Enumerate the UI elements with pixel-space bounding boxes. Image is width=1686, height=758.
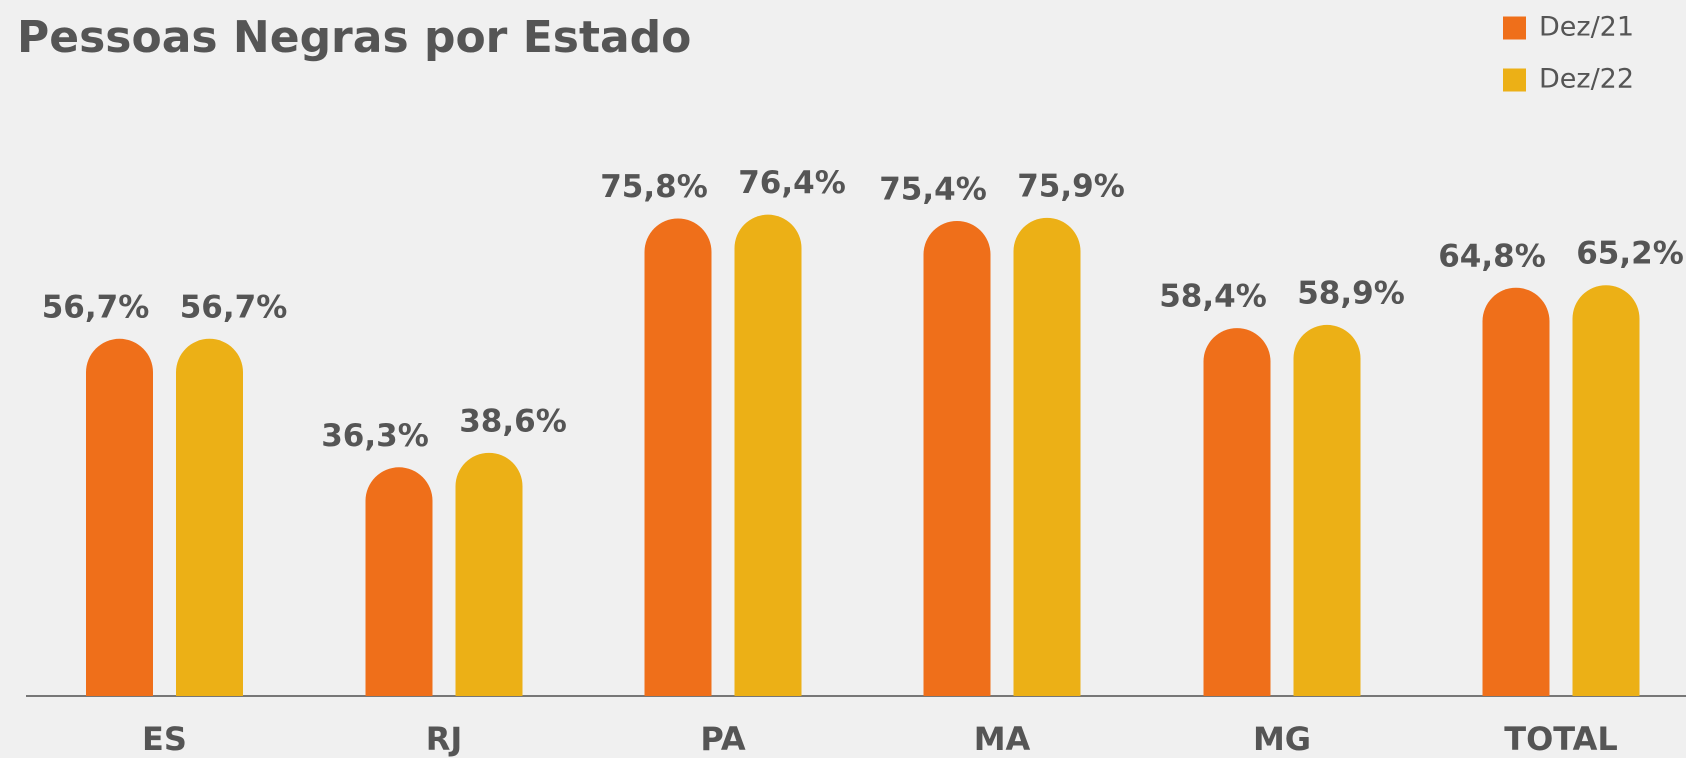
bar bbox=[1293, 324, 1361, 696]
data-label: 75,8% bbox=[600, 169, 708, 205]
legend-swatch bbox=[1503, 68, 1526, 92]
bar bbox=[365, 467, 433, 696]
bar bbox=[734, 214, 802, 696]
data-label: 58,4% bbox=[1159, 279, 1267, 315]
bar bbox=[176, 338, 243, 696]
bar bbox=[86, 338, 153, 696]
bar bbox=[923, 220, 991, 696]
x-tick-label: RJ bbox=[426, 720, 463, 758]
data-label: 58,9% bbox=[1297, 275, 1405, 311]
data-label: 64,8% bbox=[1438, 238, 1546, 274]
data-label: 56,7% bbox=[42, 289, 150, 325]
data-label: 56,7% bbox=[180, 289, 288, 325]
x-tick-label: MG bbox=[1253, 720, 1311, 758]
bar bbox=[1572, 285, 1640, 696]
x-tick-label: PA bbox=[700, 720, 746, 758]
bar bbox=[1203, 328, 1271, 696]
x-tick-label: ES bbox=[142, 720, 187, 758]
bar bbox=[455, 452, 523, 696]
bar bbox=[1013, 217, 1081, 696]
legend-label: Dez/21 bbox=[1539, 12, 1634, 43]
x-tick-label: MA bbox=[974, 720, 1031, 758]
legend-swatch bbox=[1503, 16, 1526, 40]
chart-title: Pessoas Negras por Estado bbox=[17, 12, 691, 63]
data-label: 38,6% bbox=[459, 403, 567, 439]
x-tick-label: TOTAL bbox=[1504, 720, 1618, 758]
data-label: 75,4% bbox=[879, 171, 987, 207]
bar bbox=[1482, 287, 1550, 696]
data-label: 36,3% bbox=[321, 418, 429, 454]
bar bbox=[644, 218, 712, 696]
data-label: 75,9% bbox=[1017, 168, 1125, 204]
data-label: 65,2% bbox=[1576, 236, 1684, 272]
data-label: 76,4% bbox=[738, 165, 846, 201]
legend-label: Dez/22 bbox=[1539, 64, 1634, 95]
